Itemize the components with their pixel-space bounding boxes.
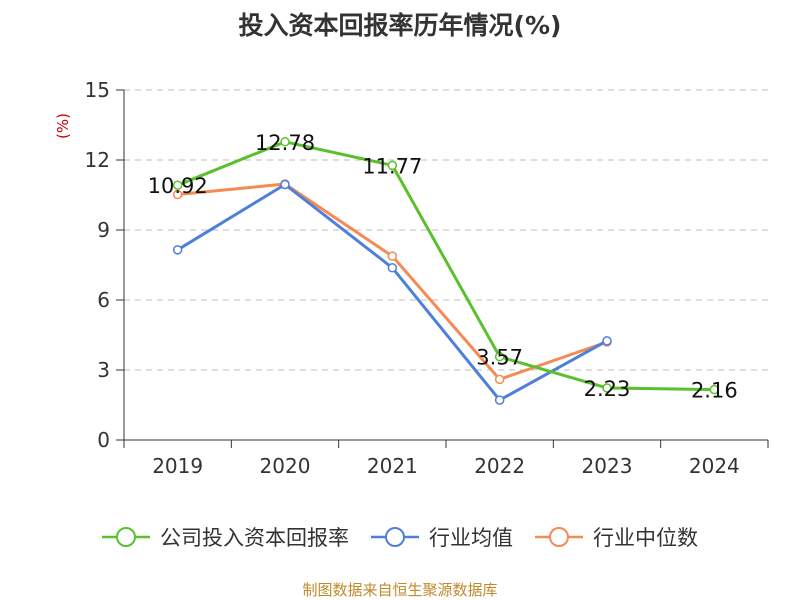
data-point xyxy=(387,251,398,261)
gridlines xyxy=(124,89,768,371)
data-label: 11.77 xyxy=(362,154,422,178)
legend-label: 行业均值 xyxy=(429,526,513,550)
chart-title: 投入资本回报率历年情况(%) xyxy=(239,11,562,40)
data-point xyxy=(280,179,290,190)
data-point xyxy=(387,160,398,171)
y-tick-label: 15 xyxy=(85,78,110,102)
data-point xyxy=(387,263,398,273)
data-point xyxy=(709,384,720,395)
x-tick-label: 2024 xyxy=(689,454,740,478)
data-label: 3.57 xyxy=(476,346,523,370)
data-point xyxy=(602,336,612,346)
x-tick-label: 2022 xyxy=(474,454,525,478)
data-label: 12.78 xyxy=(255,131,315,155)
x-tick-label: 2021 xyxy=(367,454,418,478)
legend-item: 行业中位数 xyxy=(535,526,698,550)
data-labels: 10.92 12.78 11.77 3.57 2.23 2.16 xyxy=(148,131,738,403)
y-tick-label: 9 xyxy=(97,218,110,242)
series-line xyxy=(177,140,715,392)
y-tick-label: 3 xyxy=(97,358,110,382)
legend-item: 行业均值 xyxy=(371,526,513,550)
x-tick-label: 2023 xyxy=(582,454,633,478)
y-tick-label: 0 xyxy=(97,428,110,452)
legend: 公司投入资本回报率 行业均值 行业中位数 xyxy=(102,526,698,550)
axes: 0 3 6 9 12 15 2019 2020 2021 2022 2023 2024 xyxy=(85,78,769,478)
data-point xyxy=(172,189,183,200)
x-tick-label: 2020 xyxy=(260,454,311,478)
y-tick-label: 6 xyxy=(97,288,110,312)
data-point xyxy=(280,137,290,147)
data-label: 10.92 xyxy=(148,174,208,198)
series-lines xyxy=(172,137,720,405)
data-point xyxy=(494,374,505,385)
data-point xyxy=(494,395,505,405)
data-label: 2.23 xyxy=(584,377,631,401)
legend-swatch-marker xyxy=(549,527,569,547)
legend-swatch-marker xyxy=(116,527,136,547)
legend-label: 公司投入资本回报率 xyxy=(160,526,349,550)
series-line xyxy=(177,182,608,381)
source-note: 制图数据来自恒生聚源数据库 xyxy=(302,581,497,599)
data-point xyxy=(172,245,183,255)
data-point xyxy=(494,351,505,362)
legend-label: 行业中位数 xyxy=(593,526,698,550)
y-tick-label: 12 xyxy=(85,148,110,172)
legend-item: 公司投入资本回报率 xyxy=(102,526,349,550)
data-point xyxy=(602,383,612,393)
data-label: 2.16 xyxy=(691,379,738,403)
data-point xyxy=(172,180,183,190)
legend-swatch-marker xyxy=(385,527,405,547)
x-tick-label: 2019 xyxy=(152,454,203,478)
y-axis-unit-label: (%) xyxy=(54,113,72,139)
